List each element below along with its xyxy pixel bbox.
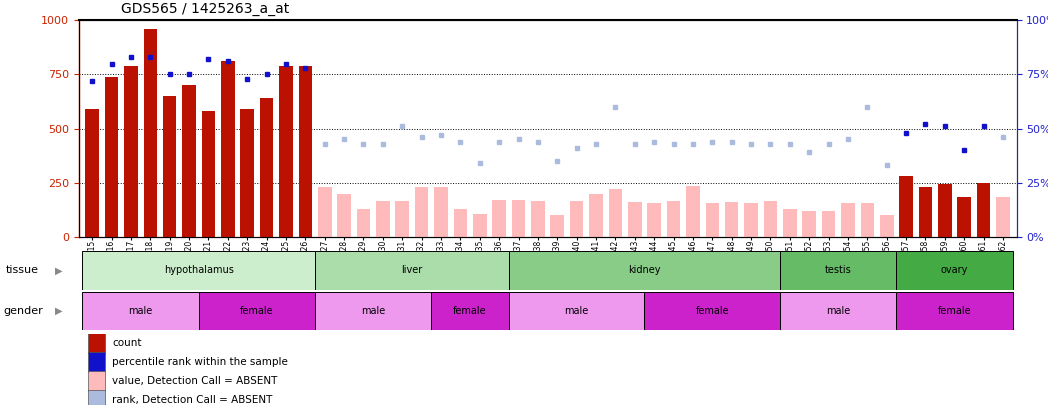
Bar bbox=[509, 292, 645, 330]
Text: female: female bbox=[696, 306, 729, 316]
Bar bbox=[803, 211, 816, 237]
Text: value, Detection Call = ABSENT: value, Detection Call = ABSENT bbox=[112, 376, 278, 386]
Bar bbox=[454, 209, 467, 237]
Text: testis: testis bbox=[825, 265, 852, 275]
Bar bbox=[493, 200, 506, 237]
Text: female: female bbox=[453, 306, 487, 316]
Bar bbox=[105, 77, 118, 237]
Bar bbox=[337, 194, 351, 237]
Bar bbox=[896, 251, 1012, 290]
Bar bbox=[842, 203, 855, 237]
Bar bbox=[609, 189, 623, 237]
Bar bbox=[299, 66, 312, 237]
Text: rank, Detection Call = ABSENT: rank, Detection Call = ABSENT bbox=[112, 395, 272, 405]
Bar bbox=[318, 187, 331, 237]
Bar bbox=[415, 187, 429, 237]
Bar bbox=[240, 109, 254, 237]
Bar bbox=[764, 201, 778, 237]
Text: kidney: kidney bbox=[628, 265, 660, 275]
Bar bbox=[570, 201, 584, 237]
Bar bbox=[686, 186, 700, 237]
Bar bbox=[744, 203, 758, 237]
Text: male: male bbox=[826, 306, 850, 316]
Text: GDS565 / 1425263_a_at: GDS565 / 1425263_a_at bbox=[121, 2, 289, 16]
Bar bbox=[88, 390, 105, 405]
Bar bbox=[938, 184, 952, 237]
Bar bbox=[395, 201, 409, 237]
Bar bbox=[182, 85, 196, 237]
Bar bbox=[648, 203, 661, 237]
Bar bbox=[880, 215, 894, 237]
Bar bbox=[356, 209, 370, 237]
Bar bbox=[511, 200, 525, 237]
Bar bbox=[919, 187, 933, 237]
Bar bbox=[645, 292, 780, 330]
Bar bbox=[199, 292, 315, 330]
Text: female: female bbox=[240, 306, 274, 316]
Text: female: female bbox=[938, 306, 971, 316]
Text: hypothalamus: hypothalamus bbox=[163, 265, 234, 275]
Bar bbox=[550, 215, 564, 237]
Text: percentile rank within the sample: percentile rank within the sample bbox=[112, 357, 288, 367]
Bar bbox=[279, 66, 292, 237]
Bar bbox=[473, 214, 486, 237]
Text: tissue: tissue bbox=[5, 265, 38, 275]
Bar bbox=[628, 202, 641, 237]
Text: ▶: ▶ bbox=[54, 306, 62, 316]
Bar bbox=[376, 201, 390, 237]
Bar bbox=[88, 333, 105, 352]
Bar bbox=[85, 109, 99, 237]
Text: liver: liver bbox=[401, 265, 422, 275]
Bar bbox=[725, 202, 739, 237]
Bar bbox=[83, 251, 315, 290]
Bar bbox=[88, 352, 105, 372]
Bar bbox=[977, 183, 990, 237]
Bar bbox=[315, 292, 432, 330]
Bar bbox=[783, 209, 796, 237]
Text: male: male bbox=[362, 306, 386, 316]
Bar bbox=[201, 111, 215, 237]
Bar bbox=[221, 62, 235, 237]
Bar bbox=[432, 292, 509, 330]
Bar bbox=[667, 201, 680, 237]
Text: male: male bbox=[129, 306, 153, 316]
Bar bbox=[896, 292, 1012, 330]
Bar bbox=[780, 251, 896, 290]
Bar bbox=[780, 292, 896, 330]
Bar bbox=[899, 176, 913, 237]
Bar bbox=[860, 203, 874, 237]
Bar bbox=[589, 194, 603, 237]
Bar bbox=[958, 197, 971, 237]
Bar bbox=[509, 251, 780, 290]
Bar bbox=[705, 203, 719, 237]
Bar bbox=[88, 371, 105, 391]
Bar bbox=[315, 251, 509, 290]
Text: count: count bbox=[112, 338, 141, 347]
Text: ▶: ▶ bbox=[54, 265, 62, 275]
Text: male: male bbox=[565, 306, 589, 316]
Bar bbox=[260, 98, 274, 237]
Bar bbox=[822, 211, 835, 237]
Bar bbox=[434, 187, 447, 237]
Bar bbox=[144, 29, 157, 237]
Bar bbox=[531, 201, 545, 237]
Text: gender: gender bbox=[3, 306, 43, 316]
Text: ovary: ovary bbox=[941, 265, 968, 275]
Bar bbox=[162, 96, 176, 237]
Bar bbox=[124, 66, 137, 237]
Bar bbox=[997, 197, 1010, 237]
Bar bbox=[83, 292, 199, 330]
